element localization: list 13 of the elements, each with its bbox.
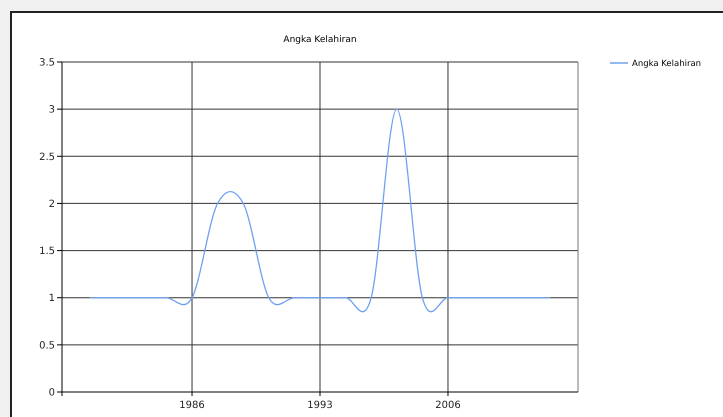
y-tick-label: 0.5 <box>39 340 55 352</box>
x-tick-label: 2006 <box>435 400 461 411</box>
chart-title: Angka Kelahiran <box>283 35 357 45</box>
x-tick-label: 1993 <box>307 400 333 411</box>
y-tick-label: 3.5 <box>39 58 55 68</box>
y-tick-label: 0 <box>48 388 55 398</box>
y-tick-label: 2.5 <box>39 152 55 163</box>
x-tick-label: 1986 <box>179 400 205 411</box>
y-tick-label: 1.5 <box>39 246 55 258</box>
y-tick-label: 1 <box>48 293 55 304</box>
legend-label: Angka Kelahiran <box>632 59 702 69</box>
y-tick-label: 2 <box>48 198 55 210</box>
y-tick-label: 3 <box>48 104 55 116</box>
